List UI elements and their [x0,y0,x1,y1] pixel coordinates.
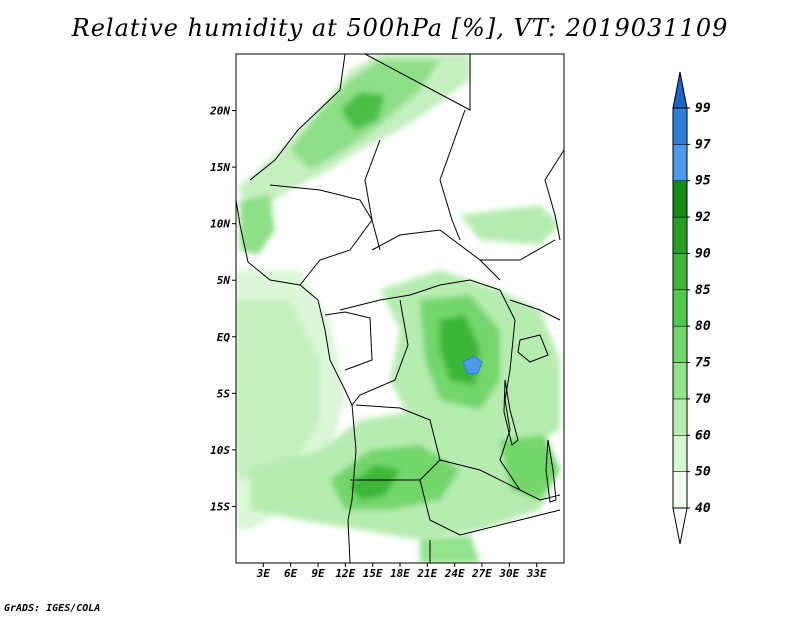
colorbar-tick-label: 50 [695,465,711,480]
border-libya-east [364,54,471,111]
colorbar-tick-label: 95 [695,174,711,189]
colorbar-segment [672,216,688,254]
coastline-west [236,199,357,563]
border-zambia [439,459,561,501]
colorbar-segment [672,253,688,291]
colorbar-tick-label: 90 [695,246,711,261]
lon-tick-label: 9E [311,567,325,580]
colorbar: 40 50 60 70 75 80 85 90 92 95 97 99 [672,71,711,545]
lake-victoria [517,334,549,363]
chart-title: Relative humidity at 500hPa [%], VT: 201… [71,14,729,42]
border-chad-west [364,139,381,251]
colorbar-tick-label: 60 [695,428,711,443]
colorbar-tick-label: 92 [695,210,711,225]
lon-tick-label: 18E [390,567,410,580]
coastline-east [544,149,564,241]
lon-tick-label: 12E [335,567,355,580]
humidity-region-lake-region [500,435,560,500]
grads-credit: GrADS: IGES/COLA [4,603,101,614]
colorbar-segment [672,325,688,363]
colorbar-tick-label: 97 [695,137,711,152]
border-sahara-north [249,54,346,181]
border-drc-west [351,299,409,406]
humidity-region-bottom-patch [420,535,480,563]
lon-tick-label: 15E [363,567,383,580]
country-borders [236,54,564,563]
colorbar-segment [672,471,688,509]
border-congo-north [339,279,516,321]
colorbar-tick-label: 70 [695,392,711,407]
lat-tick-label: 5S [217,387,231,400]
colorbar-upper-triangle [672,71,688,109]
colorbar-segment [672,398,688,436]
lon-tick-label: 24E [444,567,465,580]
border-drc-east [499,319,521,491]
lat-tick-label: 20N [209,105,230,118]
colorbar-tick-label: 40 [695,501,711,516]
border-uganda-kenya [509,299,561,321]
humidity-region-south-peak [350,465,400,500]
colorbar-tick-label: 99 [695,101,711,116]
humidity-region-east-10n [460,205,560,245]
lat-tick-label: 10S [210,444,230,457]
colorbar-lower-triangle [672,507,688,545]
lon-tick-label: 27E [471,567,492,580]
colorbar-segment [672,435,688,472]
colorbar-segment [672,107,688,145]
colorbar-tick-label: 80 [695,319,711,334]
border-gabon [324,311,373,371]
latitude-axis: 20N 15N 10N 5N EQ 5S 10S 15S [209,105,236,513]
lat-tick-label: 15N [210,161,230,174]
colorbar-frame [672,107,688,509]
lon-tick-label: 30E [498,567,519,580]
humidity-region-sw-ocean-core [236,300,320,480]
lat-tick-label: EQ [217,331,231,344]
lake-malawi [545,439,557,503]
lat-tick-label: 10N [210,218,230,231]
colorbar-tick-label: 75 [695,356,711,371]
colorbar-tick-label: 85 [695,283,711,298]
border-sudan-chad [439,109,466,241]
lon-tick-label: 21E [416,567,437,580]
lake-tanganyika [503,379,519,446]
longitude-axis: 3E 6E 9E 12E 15E 18E 21E 24E 27E 30E 33E [256,563,547,580]
humidity-field [236,54,560,563]
lat-tick-label: 15S [210,500,230,513]
lon-tick-label: 6E [284,567,298,580]
colorbar-segment [672,144,688,181]
border-car [371,229,501,281]
colorbar-segment [672,289,688,327]
colorbar-segment [672,362,688,400]
colorbar-segment [672,180,688,218]
humidity-region-west-coast [240,195,275,255]
border-namibia [350,479,561,536]
humidity-region-ne-band-peak [340,92,385,130]
lon-tick-label: 3E [256,567,271,580]
lon-tick-label: 33E [526,567,547,580]
humidity-region-max-spot [462,355,483,375]
border-nigeria [269,184,373,286]
lat-tick-label: 5N [217,274,231,287]
border-sudan-south [480,239,556,261]
